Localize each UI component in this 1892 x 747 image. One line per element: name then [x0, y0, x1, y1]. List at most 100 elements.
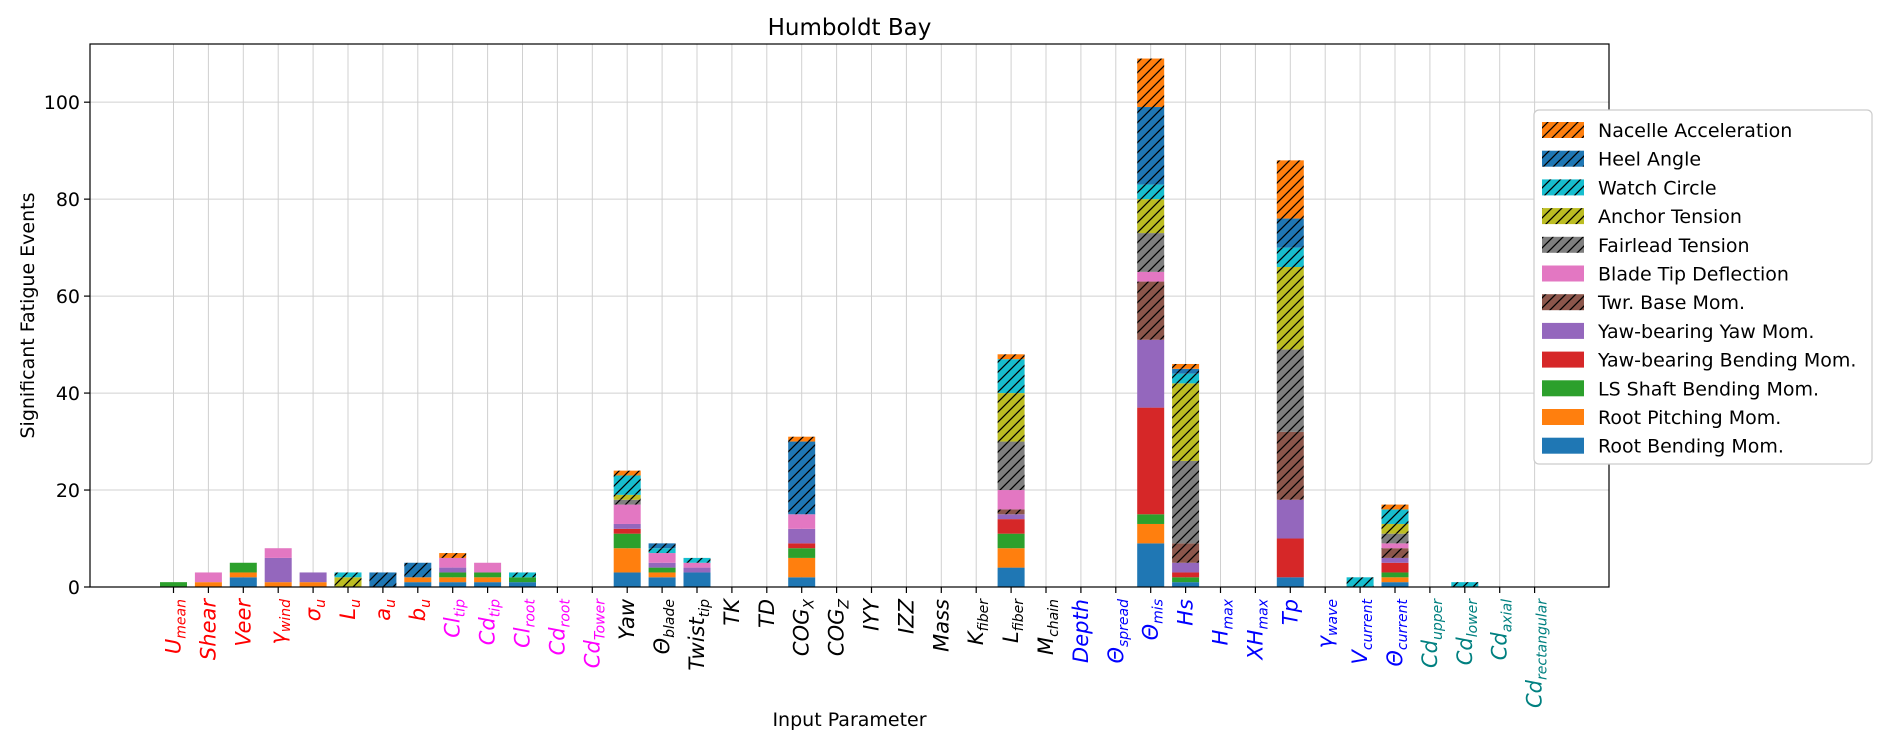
bar-segment	[229, 577, 257, 587]
legend-label: Heel Angle	[1598, 149, 1701, 171]
bar-segment	[613, 475, 641, 495]
bar-segment	[1172, 582, 1200, 587]
bar-segment	[1381, 562, 1409, 573]
svg-text:COGZ: COGZ	[825, 599, 853, 656]
legend-label: Root Bending Mom.	[1598, 436, 1784, 458]
bar-segment	[613, 533, 641, 549]
bar-segment	[1137, 271, 1165, 282]
bar-segment	[369, 572, 397, 587]
bar-segment	[264, 548, 292, 558]
bar-segment	[334, 572, 362, 578]
svg-text:Θcurrent: Θcurrent	[1383, 598, 1411, 666]
legend: Nacelle Acceleration Heel Angle Watch Circ…	[1533, 109, 1873, 465]
x-tick-label: Mass	[929, 599, 953, 652]
bar-segment	[439, 553, 467, 558]
bar-segment	[1137, 184, 1165, 200]
x-tick-label: σu	[301, 599, 329, 621]
legend-box	[1533, 109, 1873, 465]
bar-segment	[1172, 577, 1200, 583]
bar-segment	[404, 582, 432, 587]
legend-label: Watch Circle	[1598, 177, 1717, 199]
svg-text:Cdlower: Cdlower	[1453, 598, 1481, 666]
legend-label: Fairlead Tension	[1598, 235, 1750, 257]
svg-text:Cdrectangular: Cdrectangular	[1523, 598, 1551, 708]
svg-text:TD: TD	[755, 599, 779, 628]
legend-swatch	[1542, 294, 1584, 311]
chart-title: Humboldt Bay	[768, 15, 932, 41]
svg-text:bu: bu	[406, 599, 434, 621]
legend-swatch	[1542, 351, 1584, 368]
svg-text:Umean: Umean	[162, 599, 190, 654]
bar-segment	[1137, 339, 1165, 408]
legend-item: Root Bending Mom.	[1542, 436, 1784, 458]
svg-text:γwave: γwave	[1313, 599, 1341, 648]
y-tick-label: 0	[68, 577, 80, 599]
bar-segment	[1381, 509, 1409, 524]
svg-text:Θblade: Θblade	[650, 599, 678, 654]
bar-segment	[613, 523, 641, 529]
y-axis: 0 20 40 60 80 100	[44, 92, 90, 599]
bar-segment	[1172, 562, 1200, 573]
bar-segment	[160, 582, 187, 587]
svg-text:Lfiber: Lfiber	[999, 598, 1027, 643]
x-tick-label: Cdtip	[476, 599, 504, 645]
y-tick-label: 60	[56, 286, 80, 308]
bar-segment	[474, 572, 502, 578]
svg-text:Hs: Hs	[1174, 599, 1198, 626]
x-tick-label: Umean	[162, 599, 190, 654]
bar-segment	[1172, 383, 1200, 461]
legend-label: Yaw-bearing Bending Mom.	[1597, 350, 1856, 372]
bar-segment	[1172, 368, 1200, 374]
bar-segment	[1172, 572, 1200, 578]
bar-segment	[613, 504, 641, 524]
bar-segment	[1276, 247, 1304, 268]
legend-label: Anchor Tension	[1598, 206, 1742, 228]
bar-segment	[788, 543, 816, 549]
bar-segment	[997, 359, 1025, 394]
svg-text:γwind: γwind	[266, 599, 294, 645]
legend-swatch	[1542, 150, 1584, 167]
bar-segment	[439, 572, 467, 578]
svg-text:au: au	[371, 599, 399, 621]
bar-segment	[648, 548, 676, 554]
svg-text:Kfiber: Kfiber	[964, 598, 992, 645]
legend-swatch	[1542, 437, 1584, 454]
svg-text:Mchain: Mchain	[1034, 599, 1062, 655]
x-tick-label: Cltip	[441, 599, 469, 638]
bar-segment	[404, 577, 432, 583]
bar-segment	[613, 470, 641, 476]
bar-segment	[229, 562, 257, 573]
x-tick-label: Cdaxial	[1488, 599, 1516, 660]
bar-segment	[613, 548, 641, 573]
svg-text:Cdroot: Cdroot	[545, 599, 573, 656]
bar-segment	[194, 582, 222, 587]
y-tick-label: 40	[56, 383, 80, 405]
svg-text:Θspread: Θspread	[1104, 599, 1132, 664]
y-axis-label: Significant Fatigue Events	[17, 192, 39, 438]
bar-segment	[613, 528, 641, 534]
bar-segment	[439, 567, 467, 573]
x-tick-label: Twisttip	[685, 599, 713, 671]
legend-item: Heel Angle	[1542, 149, 1701, 171]
svg-text:Clroot: Clroot	[511, 599, 539, 648]
bar-segment	[648, 543, 676, 549]
bar-segment	[1381, 523, 1409, 534]
bar-segment	[1381, 543, 1409, 549]
bar-segment	[997, 519, 1025, 534]
bar-segment	[404, 562, 432, 578]
bar-segment	[264, 557, 292, 583]
bar-segment	[788, 528, 816, 544]
bar-segment	[334, 577, 362, 587]
bar-segment	[229, 572, 257, 578]
svg-text:Mass: Mass	[929, 599, 953, 652]
bar-segment	[299, 572, 327, 583]
bar-segment	[1346, 577, 1374, 587]
svg-text:Cltip: Cltip	[441, 599, 469, 638]
bar-segment	[264, 582, 292, 587]
svg-text:Θmis: Θmis	[1139, 599, 1167, 640]
svg-text:Cdaxial: Cdaxial	[1488, 599, 1516, 660]
legend-item: Blade Tip Deflection	[1542, 264, 1789, 286]
